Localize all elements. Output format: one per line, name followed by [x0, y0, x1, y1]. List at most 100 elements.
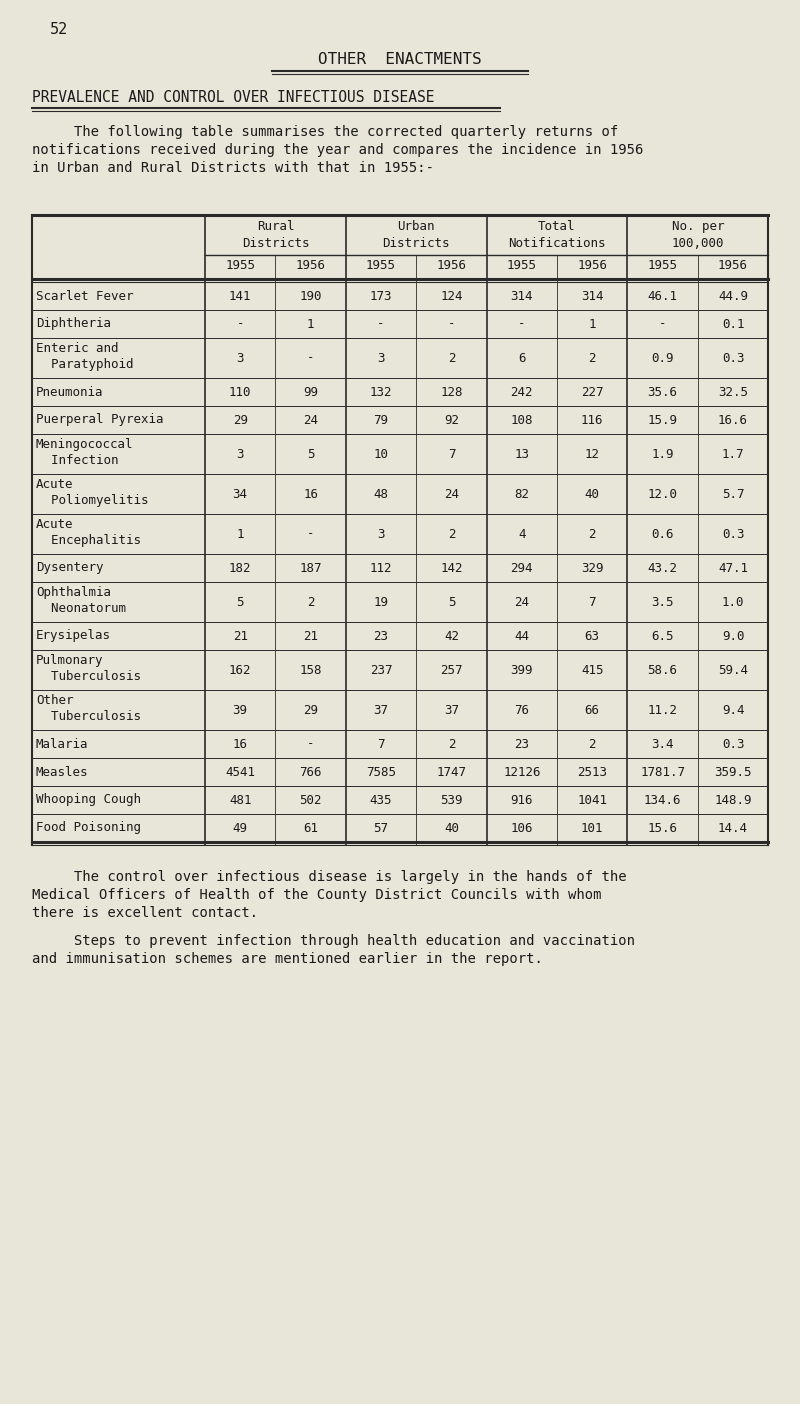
- Text: -: -: [448, 317, 455, 330]
- Text: Tuberculosis: Tuberculosis: [36, 710, 141, 723]
- Text: 116: 116: [581, 414, 603, 427]
- Text: 4: 4: [518, 528, 526, 541]
- Text: 76: 76: [514, 703, 530, 716]
- Text: Meningococcal: Meningococcal: [36, 438, 134, 451]
- Text: 1955: 1955: [648, 258, 678, 272]
- Text: 43.2: 43.2: [648, 562, 678, 574]
- Text: 12126: 12126: [503, 765, 541, 778]
- Text: 23: 23: [514, 737, 530, 751]
- Text: 5.7: 5.7: [722, 487, 744, 500]
- Text: 0.1: 0.1: [722, 317, 744, 330]
- Text: -: -: [378, 317, 385, 330]
- Text: 9.0: 9.0: [722, 629, 744, 643]
- Text: Puerperal Pyrexia: Puerperal Pyrexia: [36, 414, 163, 427]
- Text: 2: 2: [589, 528, 596, 541]
- Text: Diphtheria: Diphtheria: [36, 317, 111, 330]
- Text: Medical Officers of Health of the County District Councils with whom: Medical Officers of Health of the County…: [32, 887, 602, 901]
- Text: 37: 37: [444, 703, 459, 716]
- Text: -: -: [518, 317, 526, 330]
- Text: 39: 39: [233, 703, 248, 716]
- Text: 399: 399: [510, 664, 533, 677]
- Text: 10: 10: [374, 448, 389, 461]
- Text: 24: 24: [303, 414, 318, 427]
- Text: 0.9: 0.9: [651, 351, 674, 365]
- Text: 32.5: 32.5: [718, 386, 748, 399]
- Text: 57: 57: [374, 821, 389, 834]
- Text: 415: 415: [581, 664, 603, 677]
- Text: 141: 141: [229, 289, 251, 302]
- Text: 29: 29: [303, 703, 318, 716]
- Text: Other: Other: [36, 694, 74, 708]
- Text: 2: 2: [589, 737, 596, 751]
- Text: 329: 329: [581, 562, 603, 574]
- Text: 21: 21: [233, 629, 248, 643]
- Text: Tuberculosis: Tuberculosis: [36, 670, 141, 682]
- Text: 766: 766: [299, 765, 322, 778]
- Text: 162: 162: [229, 664, 251, 677]
- Text: OTHER  ENACTMENTS: OTHER ENACTMENTS: [318, 52, 482, 67]
- Text: 16: 16: [233, 737, 248, 751]
- Text: Steps to prevent infection through health education and vaccination: Steps to prevent infection through healt…: [32, 934, 635, 948]
- Text: 3: 3: [378, 351, 385, 365]
- Text: 7: 7: [589, 595, 596, 608]
- Text: 13: 13: [514, 448, 530, 461]
- Text: 6: 6: [518, 351, 526, 365]
- Text: Acute: Acute: [36, 518, 74, 531]
- Text: 1955: 1955: [226, 258, 255, 272]
- Text: 158: 158: [299, 664, 322, 677]
- Text: 66: 66: [585, 703, 600, 716]
- Text: 14.4: 14.4: [718, 821, 748, 834]
- Text: 2: 2: [307, 595, 314, 608]
- Text: 294: 294: [510, 562, 533, 574]
- Text: 1.0: 1.0: [722, 595, 744, 608]
- Text: 2: 2: [448, 737, 455, 751]
- Text: 227: 227: [581, 386, 603, 399]
- Text: The following table summarises the corrected quarterly returns of: The following table summarises the corre…: [32, 125, 618, 139]
- Text: 3.4: 3.4: [651, 737, 674, 751]
- Text: 0.3: 0.3: [722, 351, 744, 365]
- Text: Measles: Measles: [36, 765, 89, 778]
- Text: 237: 237: [370, 664, 392, 677]
- Text: 2: 2: [589, 351, 596, 365]
- Text: Ophthalmia: Ophthalmia: [36, 585, 111, 600]
- Text: 1955: 1955: [507, 258, 537, 272]
- Text: 101: 101: [581, 821, 603, 834]
- Text: 44: 44: [514, 629, 530, 643]
- Text: 79: 79: [374, 414, 389, 427]
- Text: -: -: [307, 528, 314, 541]
- Text: 59.4: 59.4: [718, 664, 748, 677]
- Text: 49: 49: [233, 821, 248, 834]
- Text: 539: 539: [440, 793, 462, 806]
- Text: 502: 502: [299, 793, 322, 806]
- Text: Neonatorum: Neonatorum: [36, 602, 126, 615]
- Text: Food Poisoning: Food Poisoning: [36, 821, 141, 834]
- Text: 24: 24: [514, 595, 530, 608]
- Text: 1955: 1955: [366, 258, 396, 272]
- Text: 106: 106: [510, 821, 533, 834]
- Text: 314: 314: [510, 289, 533, 302]
- Text: 23: 23: [374, 629, 389, 643]
- Text: 142: 142: [440, 562, 462, 574]
- Text: 47.1: 47.1: [718, 562, 748, 574]
- Text: 35.6: 35.6: [648, 386, 678, 399]
- Text: 0.6: 0.6: [651, 528, 674, 541]
- Text: 128: 128: [440, 386, 462, 399]
- Text: 110: 110: [229, 386, 251, 399]
- Text: No. per
100,000: No. per 100,000: [671, 220, 724, 250]
- Text: 37: 37: [374, 703, 389, 716]
- Text: 82: 82: [514, 487, 530, 500]
- Text: 34: 34: [233, 487, 248, 500]
- Text: 11.2: 11.2: [648, 703, 678, 716]
- Text: 1.7: 1.7: [722, 448, 744, 461]
- Text: 1781.7: 1781.7: [640, 765, 685, 778]
- Text: there is excellent contact.: there is excellent contact.: [32, 906, 258, 920]
- Text: 12.0: 12.0: [648, 487, 678, 500]
- Text: 42: 42: [444, 629, 459, 643]
- Text: 16.6: 16.6: [718, 414, 748, 427]
- Text: Scarlet Fever: Scarlet Fever: [36, 289, 134, 302]
- Text: Poliomyelitis: Poliomyelitis: [36, 494, 149, 507]
- Text: PREVALENCE AND CONTROL OVER INFECTIOUS DISEASE: PREVALENCE AND CONTROL OVER INFECTIOUS D…: [32, 90, 434, 105]
- Text: 61: 61: [303, 821, 318, 834]
- Text: 3: 3: [237, 448, 244, 461]
- Text: 9.4: 9.4: [722, 703, 744, 716]
